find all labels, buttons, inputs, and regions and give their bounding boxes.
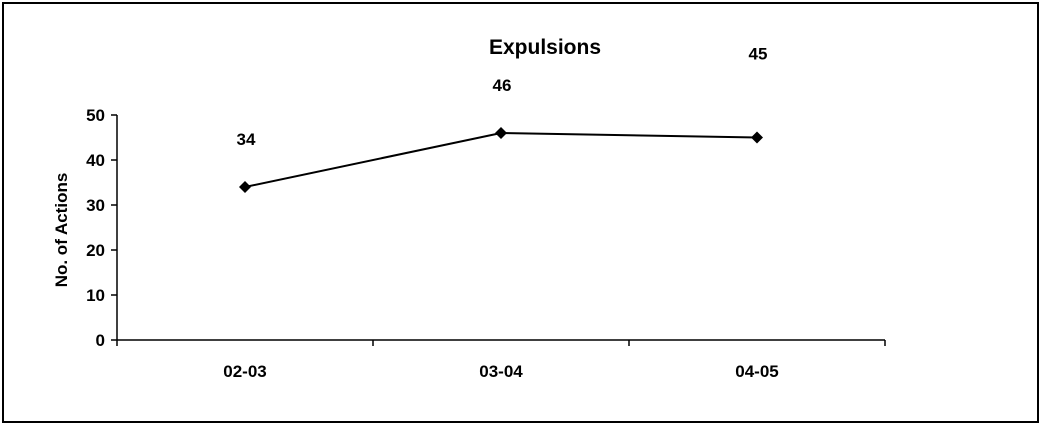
- data-point-marker: [495, 127, 507, 139]
- x-tick-label: 03-04: [479, 362, 523, 381]
- data-label: 34: [237, 130, 256, 149]
- y-axis-title: No. of Actions: [52, 173, 71, 288]
- data-point-marker: [239, 181, 251, 193]
- x-axis-ticks: 02-03 03-04 04-05: [116, 340, 886, 381]
- y-axis-ticks: 0 10 20 30 40 50: [86, 106, 117, 350]
- series-1: [239, 127, 763, 193]
- y-tick-label: 30: [86, 196, 105, 215]
- chart-title: Expulsions: [489, 36, 601, 59]
- y-tick-label: 50: [86, 106, 105, 125]
- data-point-marker: [751, 131, 763, 144]
- data-label: 46: [493, 76, 512, 95]
- data-label: 45: [749, 45, 768, 64]
- y-tick-label: 10: [86, 286, 105, 305]
- x-tick-label: 02-03: [223, 362, 266, 381]
- series-line: [244, 131, 758, 188]
- y-tick-label: 20: [86, 241, 105, 260]
- y-tick-label: 40: [86, 151, 105, 170]
- y-tick-label: 0: [96, 331, 105, 350]
- x-tick-label: 04-05: [735, 362, 778, 381]
- data-labels: 34 46 45: [237, 45, 768, 150]
